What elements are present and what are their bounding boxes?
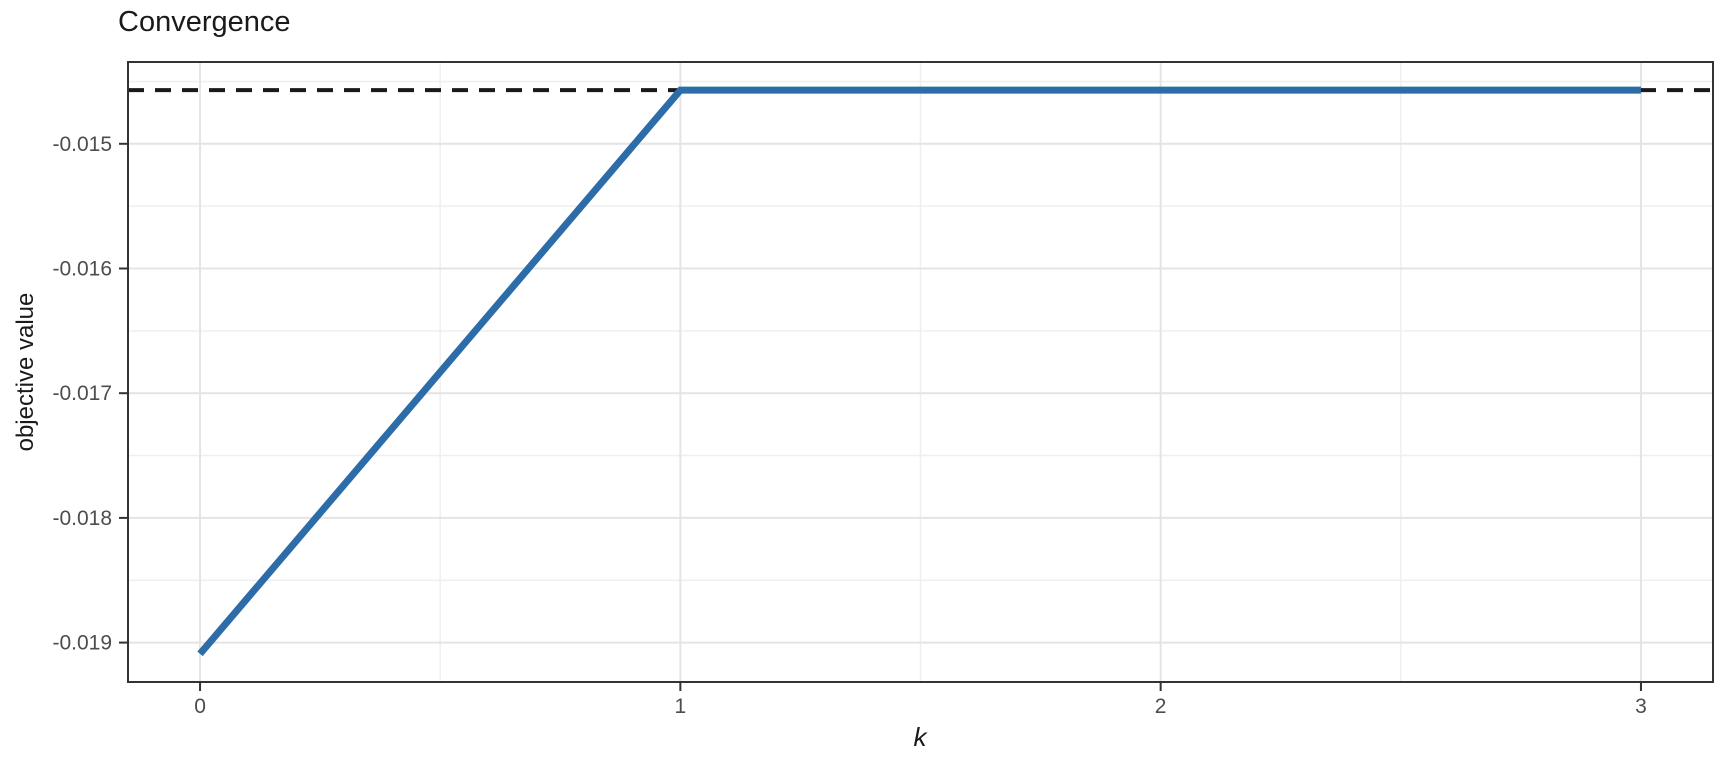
x-tick-label: 1 xyxy=(675,695,687,718)
y-tick-label: -0.016 xyxy=(52,258,112,281)
y-tick-label: -0.019 xyxy=(52,632,112,655)
y-tick-label: -0.017 xyxy=(52,382,112,405)
x-tick-label: 2 xyxy=(1155,695,1167,718)
y-tick-label: -0.018 xyxy=(52,507,112,530)
x-tick-label: 0 xyxy=(194,695,206,718)
panel-border xyxy=(127,61,1714,683)
chart-title: Convergence xyxy=(118,6,291,38)
x-axis-title: k xyxy=(913,722,927,752)
x-tick-label: 3 xyxy=(1635,695,1647,718)
y-tick-label: -0.015 xyxy=(52,133,112,156)
objective-value-line xyxy=(197,86,1641,657)
